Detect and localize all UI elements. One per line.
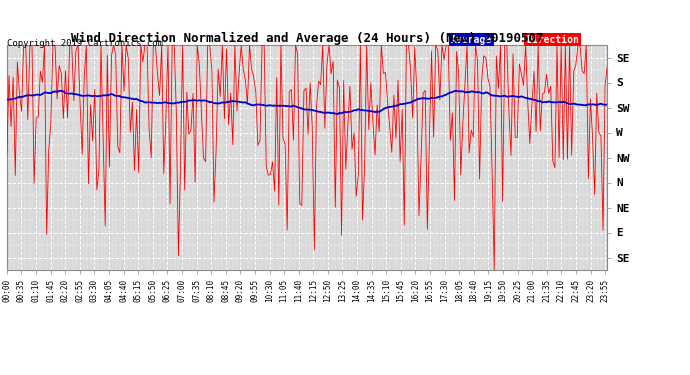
Text: Direction: Direction bbox=[526, 34, 579, 45]
Title: Wind Direction Normalized and Average (24 Hours) (New) 20190507: Wind Direction Normalized and Average (2… bbox=[71, 32, 543, 45]
Text: Copyright 2019 Cartronics.com: Copyright 2019 Cartronics.com bbox=[7, 39, 163, 48]
Text: Average: Average bbox=[451, 34, 492, 45]
